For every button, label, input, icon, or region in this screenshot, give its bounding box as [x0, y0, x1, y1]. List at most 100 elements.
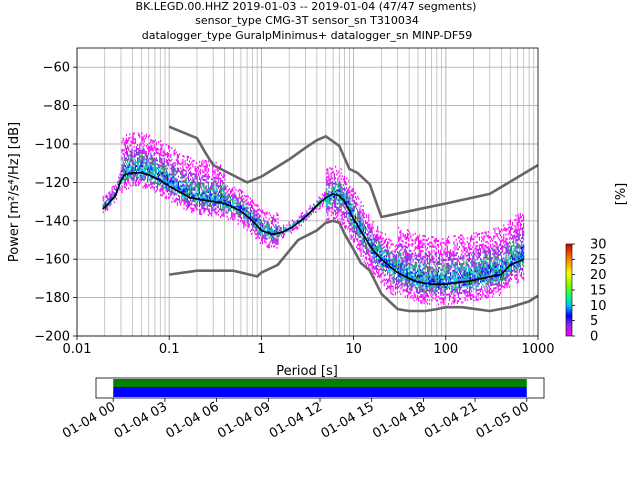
heatmap-cell	[400, 266, 402, 269]
heatmap-cell	[401, 264, 403, 267]
heatmap-cell	[143, 150, 145, 153]
heatmap-cell	[422, 275, 424, 278]
heatmap-cell	[404, 257, 406, 259]
heatmap-cell	[398, 280, 400, 283]
heatmap-cell	[453, 252, 455, 255]
heatmap-cell	[375, 230, 378, 233]
heatmap-cell	[227, 193, 229, 196]
heatmap-cell	[187, 184, 190, 187]
heatmap-cell	[269, 231, 271, 234]
heatmap-cell	[225, 188, 227, 191]
heatmap-cell	[408, 275, 410, 278]
heatmap-cell	[414, 276, 416, 279]
heatmap-cell	[333, 209, 336, 212]
heatmap-cell	[185, 177, 187, 180]
heatmap-cell	[425, 291, 427, 293]
heatmap-cell	[441, 291, 443, 294]
heatmap-cell	[360, 226, 362, 229]
heatmap-cell	[144, 177, 146, 180]
heatmap-cell	[241, 205, 243, 208]
heatmap-cell	[131, 159, 133, 162]
heatmap-cell	[441, 280, 443, 283]
heatmap-cell	[454, 275, 456, 278]
heatmap-cell	[268, 236, 270, 239]
heatmap-cell	[447, 281, 450, 284]
heatmap-cell	[239, 216, 242, 219]
heatmap-cell	[450, 279, 452, 282]
heatmap-cell	[337, 214, 339, 217]
heatmap-cell	[150, 144, 152, 147]
heatmap-cell	[235, 212, 237, 215]
heatmap-cell	[192, 198, 194, 201]
heatmap-cell	[363, 226, 365, 228]
heatmap-cell	[445, 270, 447, 273]
heatmap-cell	[135, 153, 137, 156]
heatmap-cell	[364, 235, 367, 238]
heatmap-cell	[165, 153, 167, 156]
heatmap-cell	[158, 175, 160, 178]
heatmap-cell	[379, 249, 381, 252]
heatmap-cell	[201, 195, 203, 198]
heatmap-cell	[185, 197, 187, 200]
heatmap-cell	[419, 267, 421, 269]
heatmap-cell	[264, 239, 266, 242]
heatmap-cell	[436, 243, 438, 246]
heatmap-cell	[422, 250, 424, 253]
heatmap-cell	[468, 286, 471, 289]
heatmap-cell	[195, 177, 197, 180]
heatmap-cell	[406, 290, 409, 293]
heatmap-cell	[173, 192, 175, 195]
heatmap-cell	[131, 165, 133, 168]
heatmap-cell	[244, 223, 246, 226]
heatmap-cell	[175, 172, 177, 175]
heatmap-cell	[207, 185, 209, 188]
heatmap-cell	[154, 170, 156, 172]
heatmap-cell	[253, 210, 255, 212]
heatmap-cell	[337, 206, 339, 209]
heatmap-cell	[346, 192, 348, 195]
heatmap-cell	[434, 291, 436, 294]
heatmap-cell	[136, 172, 139, 175]
heatmap-cell	[454, 286, 456, 289]
heatmap-cell	[198, 178, 201, 181]
heatmap-cell	[336, 215, 338, 218]
heatmap-cell	[467, 244, 469, 247]
heatmap-cell	[129, 158, 131, 161]
heatmap-cell	[422, 267, 424, 270]
heatmap-cell	[374, 250, 376, 253]
heatmap-cell	[346, 198, 348, 201]
heatmap-cell	[176, 163, 178, 166]
heatmap-cell	[406, 281, 409, 284]
heatmap-cell	[420, 257, 422, 260]
heatmap-cell	[205, 186, 207, 189]
heatmap-cell	[129, 154, 131, 157]
heatmap-cell	[442, 259, 444, 262]
heatmap-cell	[383, 278, 385, 281]
heatmap-cell	[225, 198, 227, 201]
heatmap-cell	[330, 214, 332, 217]
heatmap-cell	[409, 282, 411, 285]
heatmap-cell	[146, 158, 149, 161]
heatmap-cell	[264, 219, 266, 222]
heatmap-cell	[274, 218, 276, 221]
heatmap-cell	[449, 253, 451, 255]
heatmap-cell	[435, 268, 437, 271]
heatmap-cell	[359, 216, 361, 219]
heatmap-cell	[387, 266, 389, 268]
heatmap-cell	[175, 184, 177, 186]
heatmap-cell	[207, 189, 209, 192]
heatmap-cell	[359, 239, 361, 242]
heatmap-cell	[352, 196, 354, 199]
heatmap-cell	[395, 255, 398, 258]
heatmap-cell	[445, 286, 447, 288]
heatmap-cell	[443, 241, 445, 244]
heatmap-cell	[150, 167, 152, 170]
heatmap-cell	[409, 268, 411, 271]
heatmap-cell	[421, 269, 423, 272]
heatmap-cell	[390, 286, 392, 289]
heatmap-cell	[328, 207, 330, 210]
heatmap-cell	[374, 259, 376, 262]
heatmap-cell	[164, 179, 166, 182]
heatmap-cell	[117, 183, 119, 186]
heatmap-cell	[395, 248, 398, 251]
